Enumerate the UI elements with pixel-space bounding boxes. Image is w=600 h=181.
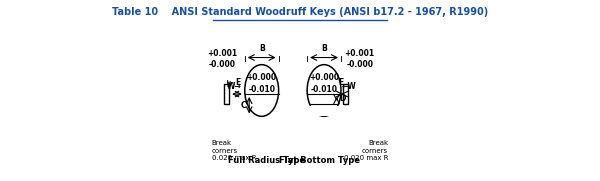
Text: +0.000
-0.010: +0.000 -0.010 [247,73,277,94]
Text: E: E [338,78,344,87]
Bar [305,106,343,116]
Text: Full Radius Type: Full Radius Type [227,156,305,165]
Text: +0.001
-0.000: +0.001 -0.000 [344,49,375,69]
Text: ←W: ←W [341,82,356,90]
Text: W→: W→ [227,82,241,90]
Text: Table 10    ANSI Standard Woodruff Keys (ANSI b17.2 - 1967, R1990): Table 10 ANSI Standard Woodruff Keys (AN… [112,7,488,17]
Text: D: D [340,94,346,104]
Text: B: B [259,44,265,53]
Bar [224,84,229,104]
Text: Break
corners
0.020 max R: Break corners 0.020 max R [344,140,388,161]
Text: B: B [321,44,327,53]
Text: E: E [235,78,241,87]
Text: +0.001
-0.000: +0.001 -0.000 [208,49,238,69]
Text: Flat Bottom Type: Flat Bottom Type [279,156,360,165]
Text: C: C [241,101,246,110]
Text: Break
corners
0.020 max R: Break corners 0.020 max R [212,140,256,161]
Text: +0.000
-0.010: +0.000 -0.010 [309,73,339,94]
Bar [343,84,348,104]
